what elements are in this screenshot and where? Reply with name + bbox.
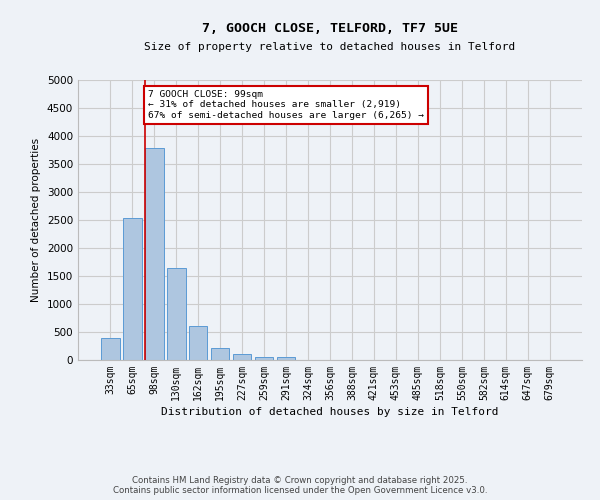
Text: Contains HM Land Registry data © Crown copyright and database right 2025.
Contai: Contains HM Land Registry data © Crown c…	[113, 476, 487, 495]
Y-axis label: Number of detached properties: Number of detached properties	[31, 138, 41, 302]
Bar	[167, 268, 185, 360]
X-axis label: Distribution of detached houses by size in Telford: Distribution of detached houses by size …	[161, 407, 499, 417]
Bar	[101, 338, 119, 360]
Bar	[255, 357, 274, 360]
Text: 7 GOOCH CLOSE: 99sqm
← 31% of detached houses are smaller (2,919)
67% of semi-de: 7 GOOCH CLOSE: 99sqm ← 31% of detached h…	[148, 90, 424, 120]
Bar	[189, 326, 208, 360]
Text: 7, GOOCH CLOSE, TELFORD, TF7 5UE: 7, GOOCH CLOSE, TELFORD, TF7 5UE	[202, 22, 458, 36]
Bar	[233, 354, 251, 360]
Bar	[145, 148, 164, 360]
Bar	[211, 348, 229, 360]
Bar	[123, 218, 142, 360]
Bar	[277, 358, 295, 360]
Text: Size of property relative to detached houses in Telford: Size of property relative to detached ho…	[145, 42, 515, 52]
